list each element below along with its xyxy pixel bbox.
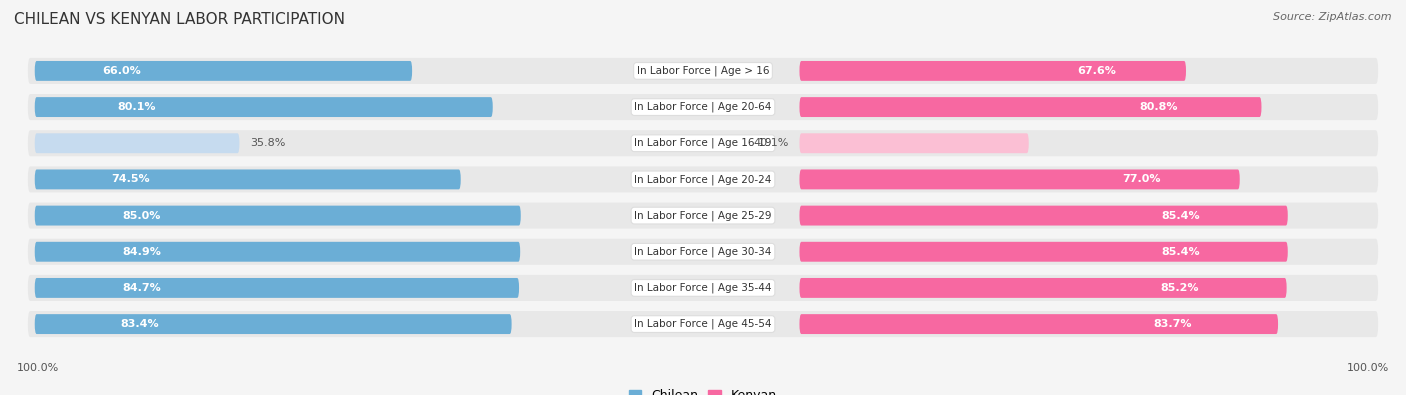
Text: In Labor Force | Age 16-19: In Labor Force | Age 16-19: [634, 138, 772, 149]
Text: 74.5%: 74.5%: [111, 175, 150, 184]
FancyBboxPatch shape: [800, 97, 1261, 117]
FancyBboxPatch shape: [28, 58, 1378, 84]
FancyBboxPatch shape: [28, 166, 1378, 192]
Text: 40.1%: 40.1%: [754, 138, 789, 148]
Text: Source: ZipAtlas.com: Source: ZipAtlas.com: [1274, 12, 1392, 22]
FancyBboxPatch shape: [800, 169, 1240, 189]
Text: 77.0%: 77.0%: [1122, 175, 1160, 184]
Text: 85.4%: 85.4%: [1161, 211, 1199, 220]
FancyBboxPatch shape: [28, 239, 1378, 265]
Text: 83.4%: 83.4%: [121, 319, 159, 329]
FancyBboxPatch shape: [800, 242, 1288, 262]
Text: 85.0%: 85.0%: [122, 211, 160, 220]
FancyBboxPatch shape: [35, 314, 512, 334]
FancyBboxPatch shape: [35, 278, 519, 298]
FancyBboxPatch shape: [800, 133, 1029, 153]
FancyBboxPatch shape: [35, 242, 520, 262]
FancyBboxPatch shape: [35, 169, 461, 189]
FancyBboxPatch shape: [28, 275, 1378, 301]
Text: 100.0%: 100.0%: [1347, 363, 1389, 373]
Legend: Chilean, Kenyan: Chilean, Kenyan: [624, 384, 782, 395]
FancyBboxPatch shape: [28, 130, 1378, 156]
Text: In Labor Force | Age 35-44: In Labor Force | Age 35-44: [634, 283, 772, 293]
Text: In Labor Force | Age > 16: In Labor Force | Age > 16: [637, 66, 769, 76]
FancyBboxPatch shape: [35, 206, 520, 226]
FancyBboxPatch shape: [800, 278, 1286, 298]
Text: CHILEAN VS KENYAN LABOR PARTICIPATION: CHILEAN VS KENYAN LABOR PARTICIPATION: [14, 12, 344, 27]
FancyBboxPatch shape: [28, 203, 1378, 229]
Text: In Labor Force | Age 45-54: In Labor Force | Age 45-54: [634, 319, 772, 329]
Text: 84.7%: 84.7%: [122, 283, 160, 293]
Text: In Labor Force | Age 30-34: In Labor Force | Age 30-34: [634, 246, 772, 257]
FancyBboxPatch shape: [35, 97, 492, 117]
Text: 85.4%: 85.4%: [1161, 247, 1199, 257]
FancyBboxPatch shape: [35, 61, 412, 81]
FancyBboxPatch shape: [28, 94, 1378, 120]
Text: 66.0%: 66.0%: [103, 66, 142, 76]
Text: 100.0%: 100.0%: [17, 363, 59, 373]
Text: 80.8%: 80.8%: [1140, 102, 1178, 112]
Text: In Labor Force | Age 25-29: In Labor Force | Age 25-29: [634, 210, 772, 221]
Text: 84.9%: 84.9%: [122, 247, 162, 257]
FancyBboxPatch shape: [35, 133, 239, 153]
Text: 85.2%: 85.2%: [1160, 283, 1199, 293]
Text: 35.8%: 35.8%: [250, 138, 285, 148]
FancyBboxPatch shape: [800, 206, 1288, 226]
Text: 67.6%: 67.6%: [1077, 66, 1116, 76]
FancyBboxPatch shape: [28, 311, 1378, 337]
Text: 83.7%: 83.7%: [1153, 319, 1192, 329]
FancyBboxPatch shape: [800, 61, 1187, 81]
Text: In Labor Force | Age 20-64: In Labor Force | Age 20-64: [634, 102, 772, 112]
FancyBboxPatch shape: [800, 314, 1278, 334]
Text: 80.1%: 80.1%: [117, 102, 156, 112]
Text: In Labor Force | Age 20-24: In Labor Force | Age 20-24: [634, 174, 772, 185]
